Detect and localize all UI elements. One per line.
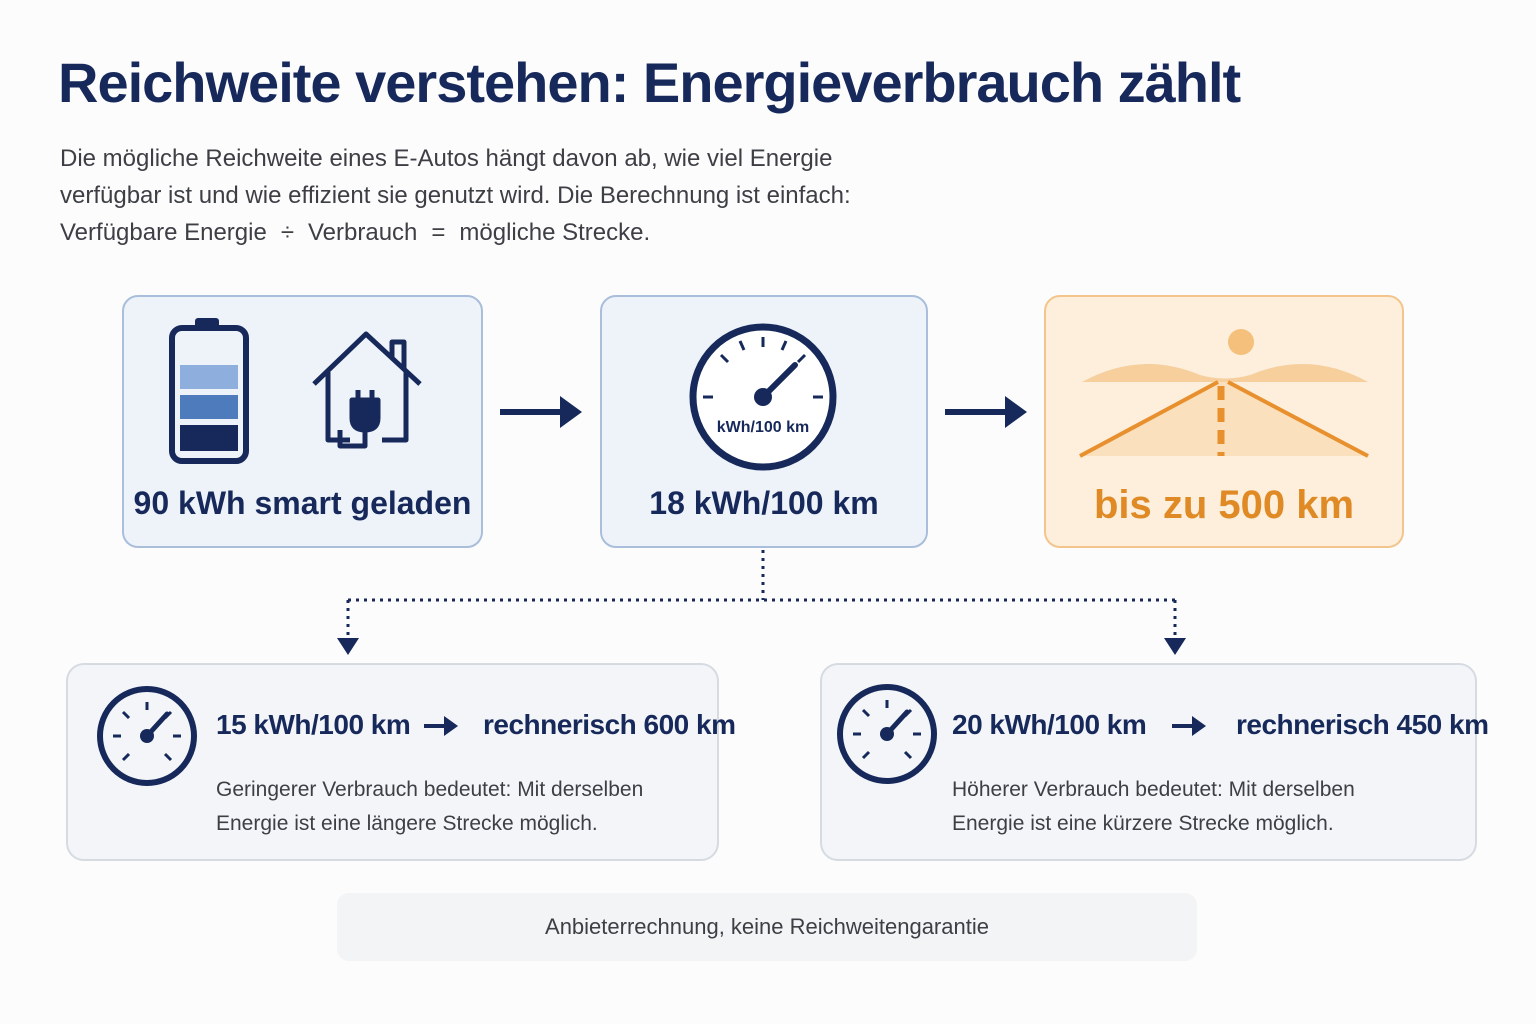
scenario-text: Geringerer Verbrauch bedeutet: Mit derse… [216, 773, 643, 841]
intro-line: verfügbar ist und wie effizient sie genu… [60, 182, 851, 209]
formula-part: Verfügbare Energie [60, 219, 267, 246]
formula-operator: = [431, 219, 446, 246]
intro: Die mögliche Reichweite eines E-Autos hä… [60, 140, 851, 251]
range-box: bis zu 500 km [1044, 295, 1404, 548]
energy-box: 90 kWh smart geladen [122, 295, 483, 548]
consumption-label: 18 kWh/100 km [649, 485, 879, 521]
consumption-box: 18 kWh/100 km [600, 295, 928, 548]
scenario-text: Höherer Verbrauch bedeutet: Mit derselbe… [952, 773, 1355, 841]
text-line: Höherer Verbrauch bedeutet: Mit derselbe… [952, 778, 1355, 801]
scenario-consumption: 20 kWh/100 km [952, 709, 1147, 740]
connector [346, 550, 1177, 640]
scenario-card: 20 kWh/100 km rechnerisch 450 km Höherer… [820, 663, 1489, 861]
scenario-consumption: 15 kWh/100 km [216, 709, 411, 740]
energy-label: 90 kWh smart geladen [133, 485, 472, 521]
formula-operator: ÷ [280, 219, 294, 246]
scenario-card: 15 kWh/100 km rechnerisch 600 km Geringe… [66, 663, 736, 861]
footer-note: Anbieterrechnung, keine Reichweitengaran… [337, 893, 1197, 961]
intro-line: Die mögliche Reichweite eines E-Autos hä… [60, 145, 833, 172]
formula-part: mögliche Strecke. [459, 219, 651, 246]
formula: Verfügbare Energie ÷ Verbrauch = mögliche St… [60, 214, 851, 251]
scenario-result: rechnerisch 600 km [483, 709, 736, 740]
range-label: bis zu 500 km [1093, 483, 1355, 527]
title: Reichweite verstehen: Energieverbrauch z… [58, 51, 1241, 114]
text-line: Geringerer Verbrauch bedeutet: Mit derse… [216, 778, 644, 801]
scenario-result: rechnerisch 450 km [1236, 709, 1489, 740]
text-line: Energie ist eine längere Strecke möglich… [216, 812, 598, 835]
text-line: Energie ist eine kürzere Strecke möglich… [952, 812, 1334, 835]
formula-part: Verbrauch [307, 219, 418, 246]
connector-arrow [337, 638, 1186, 655]
